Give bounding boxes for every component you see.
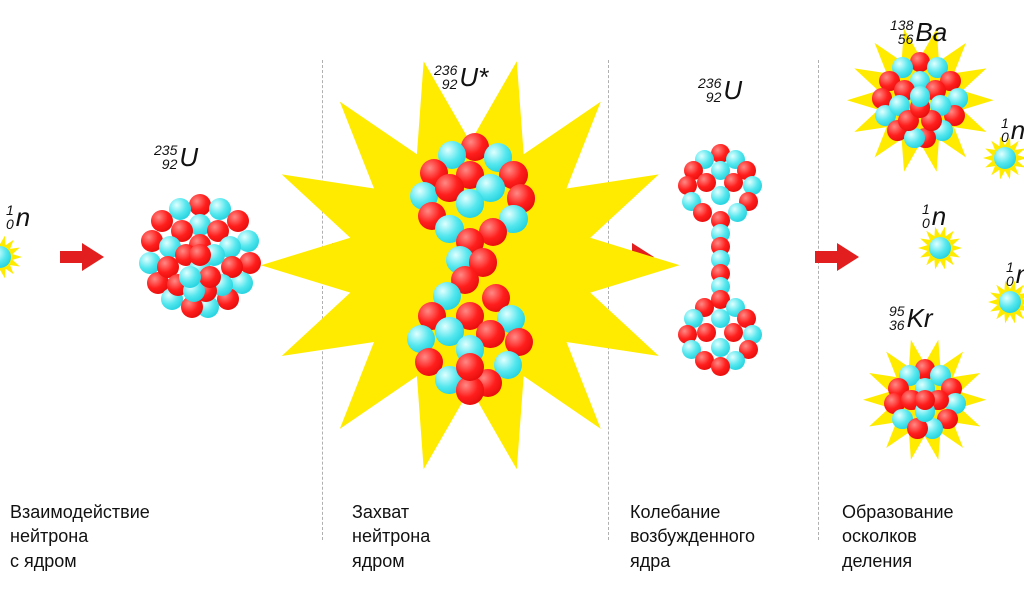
stage-caption: Колебание возбужденного ядра (630, 500, 755, 573)
stage-caption: Образование осколков деления (842, 500, 954, 573)
proton (227, 210, 249, 232)
free-neutron (994, 147, 1016, 169)
proton (711, 357, 730, 376)
stage-caption: Взаимодействие нейтрона с ядром (10, 500, 150, 573)
neutron (711, 338, 730, 357)
isotope-label: 23692U* (434, 63, 488, 91)
isotope-label: 10n (922, 202, 946, 230)
isotope-label: 13856Ba (890, 18, 947, 46)
neutron (179, 266, 201, 288)
isotope-label: 10n (1006, 260, 1024, 288)
neutron (910, 86, 931, 107)
proton (724, 323, 743, 342)
neutron (728, 203, 747, 222)
neutron (456, 189, 484, 217)
neutron (711, 186, 730, 205)
isotope-label: 10n (6, 203, 30, 231)
isotope-label: 23592U (154, 143, 198, 171)
isotope-label: 9536Kr (889, 304, 933, 332)
flow-arrow (60, 243, 104, 271)
stage-caption: Захват нейтрона ядром (352, 500, 430, 573)
stage-divider (818, 60, 819, 540)
free-neutron (999, 291, 1021, 313)
fission-diagram: 10n 23592U 23692U* 23692U 13856Ba 9536Kr 10n 10… (0, 0, 1024, 595)
free-neutron (929, 237, 951, 259)
proton (693, 203, 712, 222)
proton (199, 266, 221, 288)
flow-arrow (815, 243, 859, 271)
isotope-label: 10n (1001, 116, 1024, 144)
proton (189, 244, 211, 266)
isotope-label: 23692U (698, 76, 742, 104)
proton (189, 194, 211, 216)
proton (697, 323, 716, 342)
proton (151, 210, 173, 232)
